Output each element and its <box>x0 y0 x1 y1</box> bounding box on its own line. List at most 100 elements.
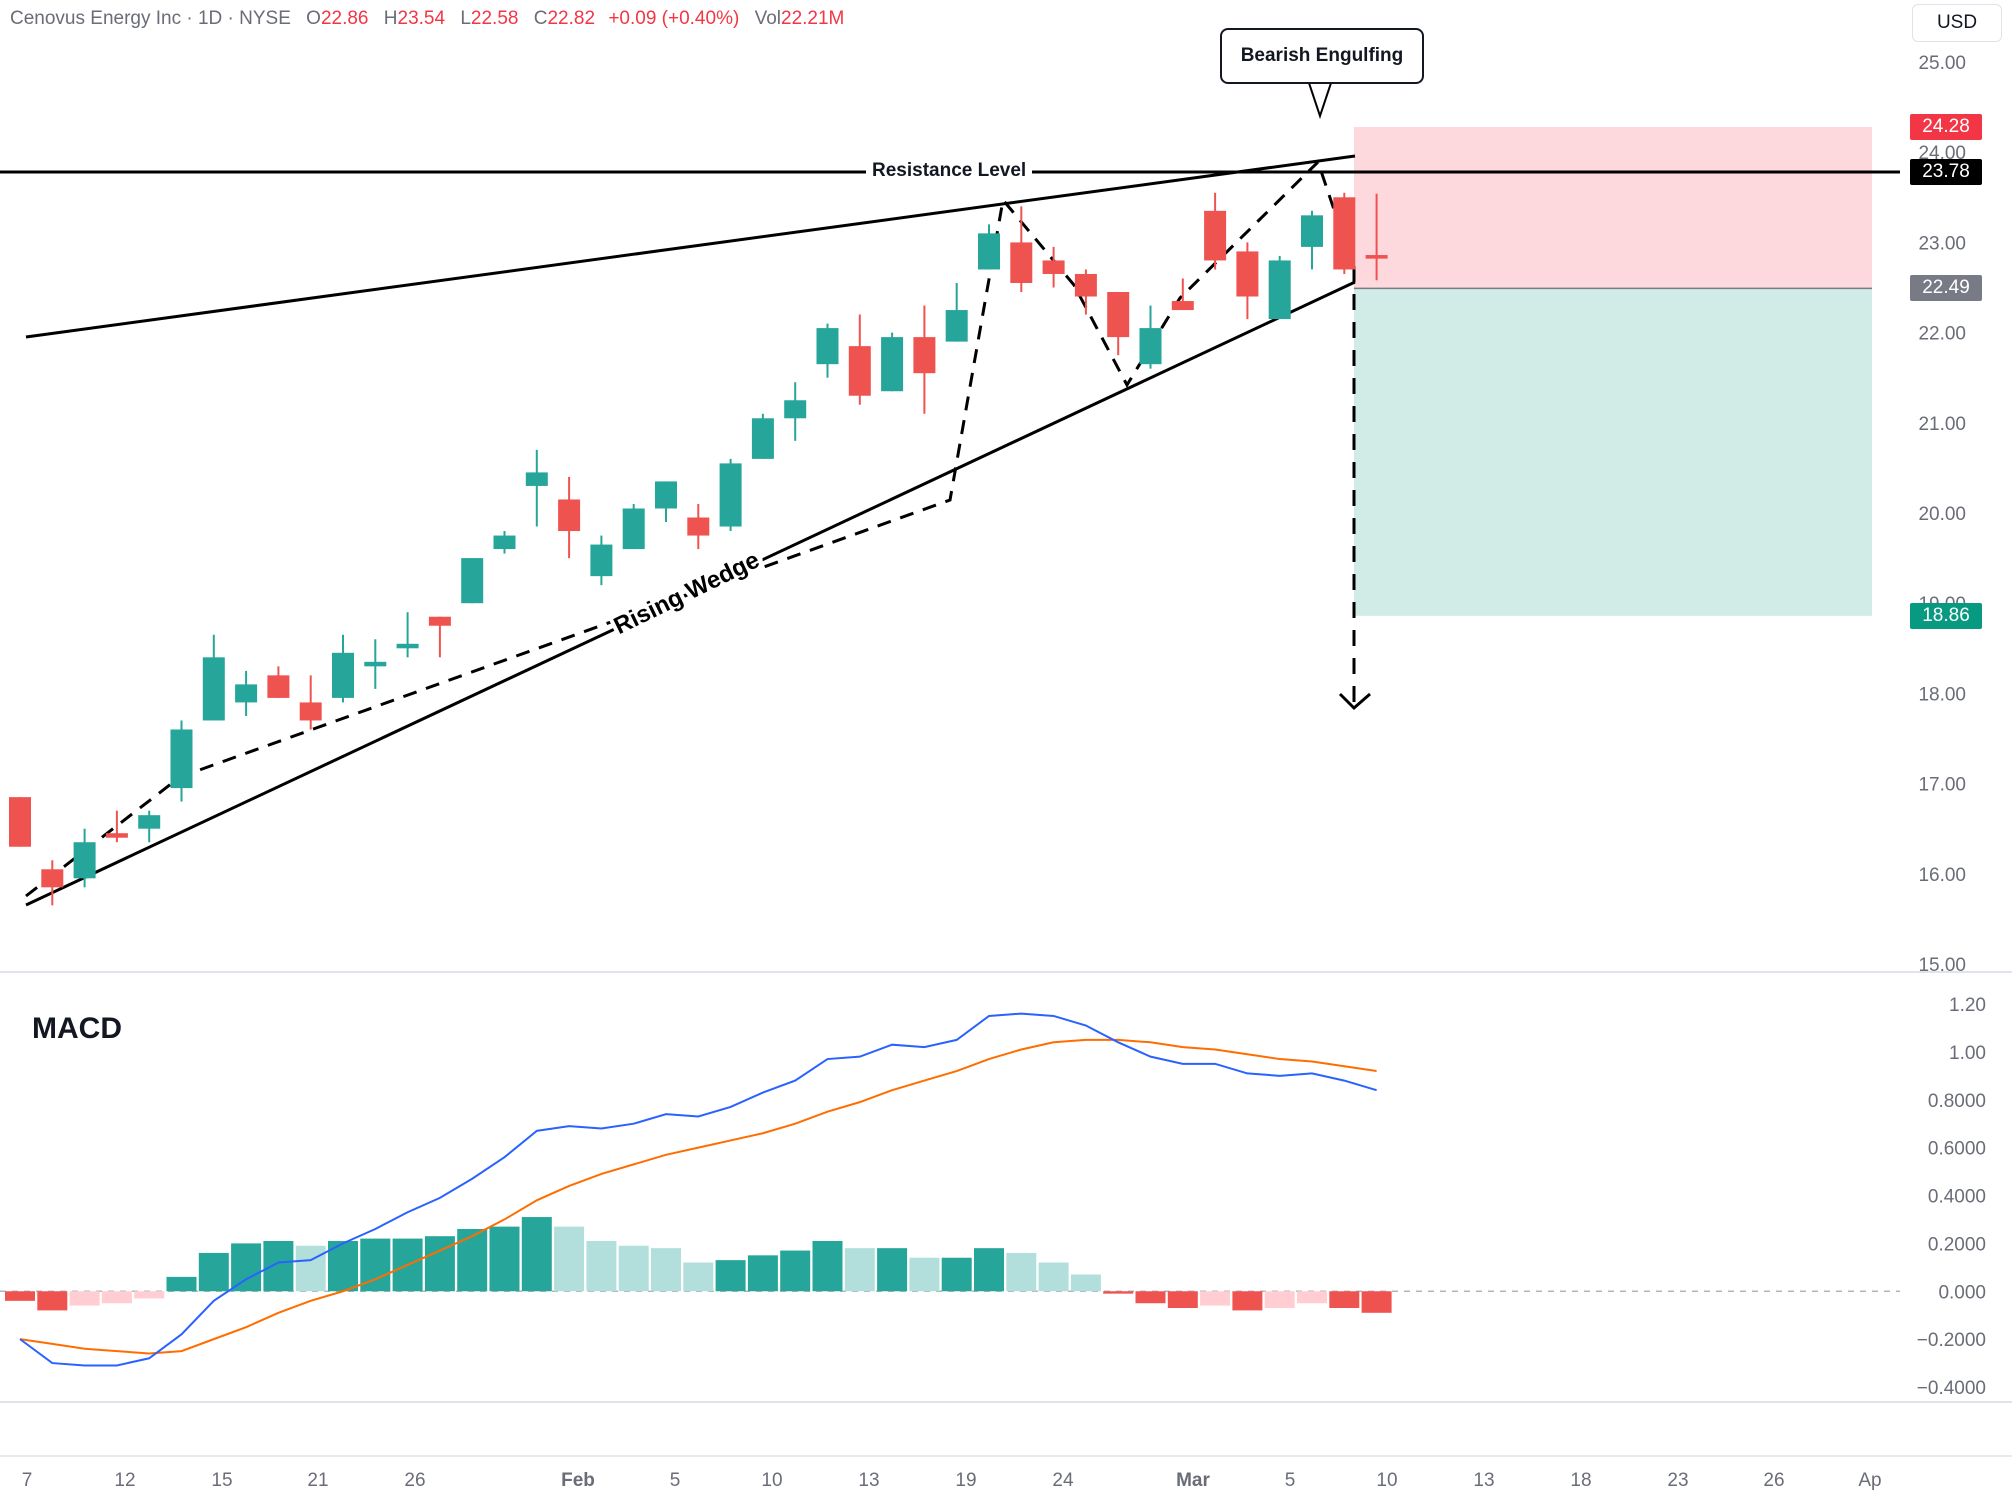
candle <box>267 666 290 698</box>
candle <box>719 458 742 532</box>
candle <box>202 634 225 721</box>
macd-histogram-bar <box>1135 1291 1166 1304</box>
time-axis-tick: 26 <box>1763 1470 1784 1491</box>
candle <box>751 413 774 459</box>
macd-histogram-bar <box>554 1226 585 1292</box>
candle-body <box>73 842 96 879</box>
candle-body <box>428 616 451 626</box>
time-axis-tick: 7 <box>22 1470 33 1491</box>
candle <box>1365 193 1388 281</box>
candle-body <box>881 337 904 392</box>
macd-histogram-bar <box>1006 1252 1037 1292</box>
price-axis-tick: 23.00 <box>1918 233 1966 254</box>
bearish-engulfing-callout[interactable]: Bearish Engulfing <box>1220 28 1424 84</box>
macd-histogram-bar <box>231 1243 262 1292</box>
macd-histogram-bar <box>715 1260 746 1292</box>
time-axis-tick: 10 <box>1376 1470 1397 1491</box>
candle-body <box>493 535 516 550</box>
candle <box>978 224 1000 270</box>
candle <box>687 503 710 550</box>
wedge-lower-line <box>25 280 1356 907</box>
time-axis-tick: 5 <box>1285 1470 1296 1491</box>
macd-histogram-bar <box>1038 1262 1069 1292</box>
open-value: 22.86 <box>320 8 369 29</box>
open-label: O <box>306 8 321 29</box>
candle-body <box>1236 251 1259 297</box>
macd-histogram-bar <box>1103 1291 1134 1294</box>
candle <box>1171 278 1194 311</box>
macd-histogram-bar <box>166 1276 197 1292</box>
projection-arrowhead <box>1338 692 1371 711</box>
candle-body <box>1333 197 1356 270</box>
price-tag-stop: 24.28 <box>1910 113 1982 140</box>
candle-body <box>1268 260 1291 320</box>
candle <box>590 535 613 586</box>
candle-body <box>170 729 193 789</box>
candle <box>784 382 807 441</box>
candle <box>525 449 548 527</box>
macd-axis-tick: −0.2000 <box>1917 1330 1986 1351</box>
candle-body <box>41 869 64 888</box>
candle-body <box>1074 273 1097 297</box>
candle-body <box>945 310 968 342</box>
candle <box>9 797 31 847</box>
candle <box>138 810 161 843</box>
candle-body <box>332 652 354 698</box>
candle-body <box>784 400 807 419</box>
candle-body <box>364 661 387 667</box>
candle <box>1333 192 1356 274</box>
volume-value: 22.21M <box>781 8 845 29</box>
macd-histogram-bar <box>683 1262 714 1292</box>
target-zone <box>1354 288 1872 616</box>
macd-histogram-bar <box>1361 1291 1392 1313</box>
macd-histogram-bar <box>586 1240 617 1292</box>
candle <box>1301 210 1323 270</box>
macd-axis-tick: 0.2000 <box>1928 1234 1986 1255</box>
price-tag-target: 18.86 <box>1910 602 1982 629</box>
symbol-header: Cenovus Energy Inc · 1D · NYSE O22.86 H2… <box>10 8 844 30</box>
candle-body <box>202 657 225 721</box>
candle <box>73 828 96 888</box>
time-axis-tick: 26 <box>404 1470 425 1491</box>
candle <box>332 634 354 703</box>
candle-body <box>235 684 258 703</box>
candle-body <box>1171 301 1194 311</box>
candle-body <box>978 233 1000 270</box>
time-axis-tick: 13 <box>858 1470 879 1491</box>
change-value: +0.09 (+0.40%) <box>608 8 740 29</box>
candle <box>105 810 128 843</box>
price-axis-tick: 17.00 <box>1918 775 1966 796</box>
price-axis-tick: 25.00 <box>1918 53 1966 74</box>
time-axis-tick: 13 <box>1473 1470 1494 1491</box>
candle-body <box>1107 292 1130 338</box>
candle <box>493 531 516 554</box>
candle <box>41 860 64 906</box>
candle <box>1204 192 1227 270</box>
macd-histogram-bar <box>1264 1291 1295 1309</box>
time-axis-tick: 23 <box>1667 1470 1688 1491</box>
macd-histogram-bar <box>489 1226 520 1292</box>
candle-body <box>1301 215 1323 247</box>
resistance-level-label: Resistance Level <box>866 160 1033 182</box>
signal-line <box>19 1038 1377 1355</box>
macd-histogram-bar <box>69 1291 100 1306</box>
macd-histogram-bar <box>295 1245 326 1292</box>
candle-body <box>1042 260 1065 274</box>
candle <box>461 558 484 604</box>
macd-histogram-bar <box>1329 1291 1360 1309</box>
candle <box>558 476 581 559</box>
time-axis-tick: Mar <box>1176 1470 1210 1491</box>
candle-body <box>267 675 290 698</box>
candle-body <box>138 815 161 829</box>
macd-axis-tick: −0.4000 <box>1917 1378 1986 1399</box>
candle-body <box>816 328 839 365</box>
macd-histogram-bar <box>1200 1291 1231 1306</box>
macd-histogram-bar <box>651 1248 681 1292</box>
candle-body <box>299 702 322 721</box>
macd-axis-tick: 0.000 <box>1938 1282 1986 1303</box>
close-label: C <box>533 8 548 29</box>
candle <box>1010 206 1033 293</box>
candle-body <box>525 472 548 486</box>
currency-button[interactable]: USD <box>1912 4 2002 42</box>
